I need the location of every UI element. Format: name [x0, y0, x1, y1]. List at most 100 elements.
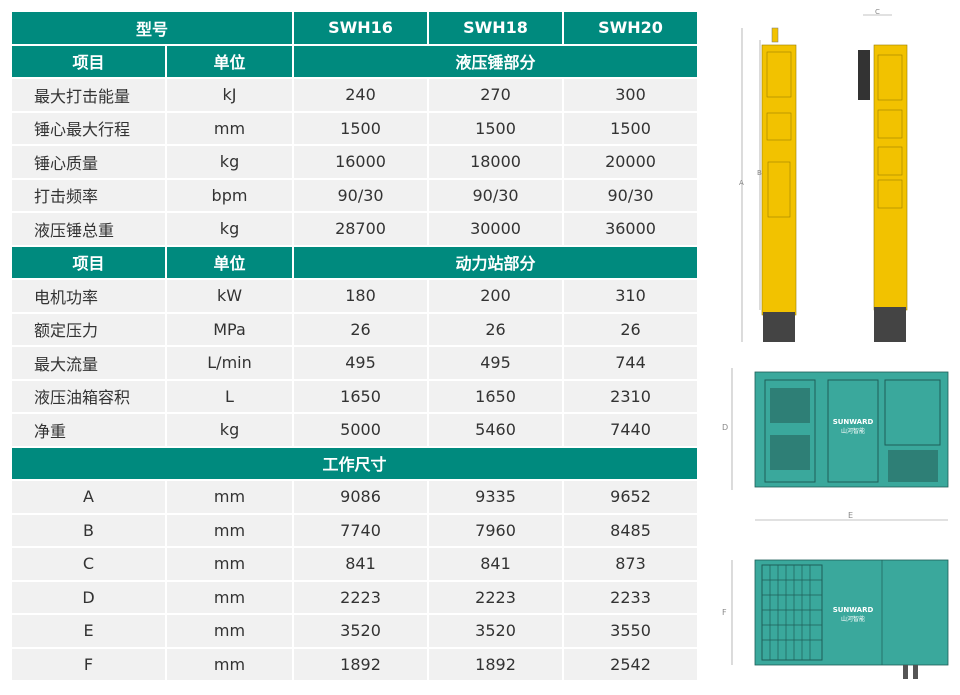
unit: mm — [164, 646, 295, 682]
dim-d-label: D — [722, 423, 728, 432]
header-row: 项目 单位 动力站部分 — [10, 244, 700, 280]
table-row: 液压油箱容积 L 1650 1650 2310 — [10, 378, 700, 414]
unit: kW — [164, 278, 295, 314]
power-unit-top-drawing: F SUNWARD 山河智能 — [722, 559, 949, 679]
unit: mm — [164, 546, 295, 582]
unit: L/min — [164, 345, 295, 381]
unit: kg — [164, 211, 295, 247]
spec-table: 型号 SWH16 SWH18 SWH20 项目 单位 液压锤部分 最大打击能量 kJ 240 270… — [9, 10, 700, 682]
value-cell: 7740 — [292, 512, 430, 548]
value-cell: 5000 — [292, 412, 430, 448]
section-title: 工作尺寸 — [9, 445, 700, 481]
value-cell: 240 — [292, 77, 430, 113]
brand-logo-cn: 山河智能 — [841, 427, 865, 435]
dim-b-label: B — [757, 169, 762, 177]
item-name: 打击频率 — [10, 177, 167, 213]
table-row: 额定压力 MPa 26 26 26 — [10, 311, 700, 347]
value-cell: 1500 — [427, 110, 565, 146]
value-cell: 90/30 — [292, 177, 430, 213]
unit: mm — [164, 613, 295, 649]
brand-logo-cn: 山河智能 — [841, 615, 865, 623]
value-cell: 841 — [427, 546, 565, 582]
value-cell: 3550 — [562, 613, 700, 649]
value-cell: 5460 — [427, 412, 565, 448]
hammer-side-drawing: C — [858, 8, 908, 342]
value-cell: 841 — [292, 546, 430, 582]
value-cell: 2223 — [427, 579, 565, 615]
value-cell: 1650 — [427, 378, 565, 414]
value-cell: 26 — [292, 311, 430, 347]
value-cell: 270 — [427, 77, 565, 113]
hammer-front-drawing: A B — [739, 27, 797, 342]
item-name: C — [10, 546, 167, 582]
brand-logo: SUNWARD — [833, 606, 874, 614]
unit: kJ — [164, 77, 295, 113]
unit: L — [164, 378, 295, 414]
value-cell: 36000 — [562, 211, 700, 247]
table-row: 打击频率 bpm 90/30 90/30 90/30 — [10, 177, 700, 213]
value-cell: 744 — [562, 345, 700, 381]
table-row: 最大打击能量 kJ 240 270 300 — [10, 77, 700, 113]
value-cell: 495 — [427, 345, 565, 381]
model-header: SWH16 — [292, 10, 430, 46]
value-cell: 16000 — [292, 144, 430, 180]
item-name: 最大流量 — [10, 345, 167, 381]
value-cell: 2223 — [292, 579, 430, 615]
item-name: 电机功率 — [10, 278, 167, 314]
dim-f-label: F — [722, 608, 727, 617]
value-cell: 200 — [427, 278, 565, 314]
item-name: 净重 — [10, 412, 167, 448]
section-title: 液压锤部分 — [292, 43, 700, 79]
table-row: 锤心质量 kg 16000 18000 20000 — [10, 144, 700, 180]
table-row: 净重 kg 5000 5460 7440 — [10, 412, 700, 448]
value-cell: 26 — [562, 311, 700, 347]
value-cell: 310 — [562, 278, 700, 314]
value-cell: 90/30 — [427, 177, 565, 213]
value-cell: 1500 — [292, 110, 430, 146]
value-cell: 1650 — [292, 378, 430, 414]
item-name: 额定压力 — [10, 311, 167, 347]
value-cell: 2233 — [562, 579, 700, 615]
value-cell: 8485 — [562, 512, 700, 548]
item-name: 液压油箱容积 — [10, 378, 167, 414]
table-row: 电机功率 kW 180 200 310 — [10, 278, 700, 314]
item-name: 锤心最大行程 — [10, 110, 167, 146]
value-cell: 26 — [427, 311, 565, 347]
header-row: 工作尺寸 — [9, 445, 700, 481]
value-cell: 1500 — [562, 110, 700, 146]
unit: mm — [164, 479, 295, 515]
value-cell: 1892 — [427, 646, 565, 682]
unit: kg — [164, 144, 295, 180]
unit: MPa — [164, 311, 295, 347]
value-cell: 9086 — [292, 479, 430, 515]
value-cell: 2310 — [562, 378, 700, 414]
item-name: 锤心质量 — [10, 144, 167, 180]
item-name: B — [10, 512, 167, 548]
value-cell: 20000 — [562, 144, 700, 180]
header-row: 项目 单位 液压锤部分 — [10, 43, 700, 79]
value-cell: 30000 — [427, 211, 565, 247]
power-unit-front-drawing: D SUNWARD 山河智能 E — [722, 368, 949, 521]
brand-logo: SUNWARD — [833, 418, 874, 426]
value-cell: 180 — [292, 278, 430, 314]
item-name: A — [10, 479, 167, 515]
item-name: E — [10, 613, 167, 649]
value-cell: 3520 — [292, 613, 430, 649]
value-cell: 3520 — [427, 613, 565, 649]
value-cell: 28700 — [292, 211, 430, 247]
value-cell: 300 — [562, 77, 700, 113]
value-cell: 495 — [292, 345, 430, 381]
unit: bpm — [164, 177, 295, 213]
section-title: 动力站部分 — [292, 244, 700, 280]
table-row: 最大流量 L/min 495 495 744 — [10, 345, 700, 381]
unit-header: 单位 — [164, 244, 295, 280]
value-cell: 9335 — [427, 479, 565, 515]
unit: mm — [164, 512, 295, 548]
item-header: 项目 — [10, 43, 167, 79]
dim-c-label: C — [875, 8, 880, 16]
model-header: SWH18 — [427, 10, 565, 46]
item-name: 最大打击能量 — [10, 77, 167, 113]
unit: mm — [164, 579, 295, 615]
value-cell: 2542 — [562, 646, 700, 682]
